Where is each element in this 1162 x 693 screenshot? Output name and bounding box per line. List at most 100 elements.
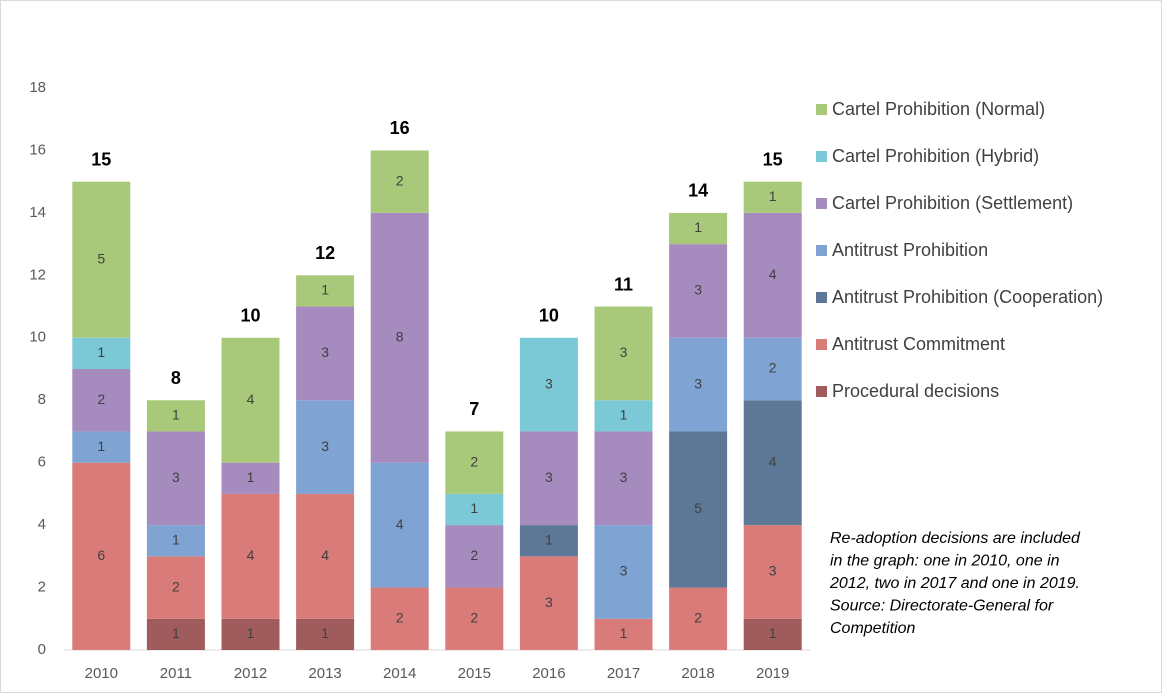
bar-segment (296, 400, 355, 494)
segment-label: 6 (97, 547, 105, 563)
segment-label: 2 (470, 547, 478, 563)
segment-label: 1 (769, 188, 777, 204)
segment-label: 2 (470, 453, 478, 469)
x-tick-label: 2019 (756, 665, 789, 682)
bar-segment (445, 431, 504, 494)
x-tick-label: 2013 (308, 665, 341, 682)
segment-label: 4 (247, 547, 255, 563)
segment-label: 1 (97, 344, 105, 360)
bar-segment (72, 462, 131, 650)
annotation: Competition (830, 620, 915, 637)
bar-segment (519, 525, 578, 557)
segment-label: 1 (769, 625, 777, 641)
segment-label: 8 (396, 328, 404, 344)
segment-label: 3 (620, 344, 628, 360)
segment-label: 1 (694, 219, 702, 235)
total-label: 8 (171, 368, 181, 388)
bar-segment (146, 618, 205, 650)
segment-label: 5 (694, 500, 702, 516)
bar-segment (669, 337, 728, 432)
bar-segment (519, 337, 578, 432)
x-tick-label: 2017 (607, 665, 640, 682)
bar-segment (221, 493, 280, 619)
bar-segment (146, 400, 205, 432)
segment-label: 3 (694, 282, 702, 298)
bar-segment (296, 306, 355, 401)
bar-segment (221, 618, 280, 650)
legend-label: Cartel Prohibition (Settlement) (832, 193, 1073, 213)
bar-segment (594, 431, 653, 526)
segment-label: 2 (396, 609, 404, 625)
bar-segment (743, 525, 802, 619)
bar-segment (72, 369, 131, 432)
segment-label: 4 (769, 453, 777, 469)
bar-segment (743, 400, 802, 526)
bar-segment (445, 525, 504, 588)
segment-label: 1 (247, 625, 255, 641)
x-tick-label: 2011 (160, 665, 192, 682)
legend-swatch (816, 245, 827, 256)
legend-label: Cartel Prohibition (Normal) (832, 99, 1045, 119)
bar-segment (370, 462, 429, 588)
legend-label: Procedural decisions (832, 381, 999, 401)
bar-segment (146, 525, 205, 557)
segment-label: 1 (172, 625, 180, 641)
segment-label: 1 (321, 625, 329, 641)
segment-label: 3 (694, 375, 702, 391)
bar-segment (743, 181, 802, 213)
legend-swatch (816, 339, 827, 350)
bar-segment (594, 400, 653, 432)
legend-label: Antitrust Prohibition (Cooperation) (832, 287, 1103, 307)
total-label: 15 (763, 149, 783, 169)
y-tick-label: 10 (29, 329, 46, 346)
bar-segment (669, 431, 728, 588)
segment-label: 2 (470, 609, 478, 625)
y-tick-label: 18 (29, 79, 46, 96)
segment-label: 2 (172, 578, 180, 594)
segment-label: 4 (247, 391, 255, 407)
legend-swatch (816, 386, 827, 397)
total-label: 7 (469, 399, 479, 419)
y-tick-label: 4 (38, 516, 46, 533)
y-tick-label: 0 (38, 641, 46, 658)
y-tick-label: 8 (38, 391, 46, 408)
bar-segment (669, 244, 728, 338)
segment-label: 2 (694, 609, 702, 625)
segment-label: 3 (769, 563, 777, 579)
total-label: 10 (539, 306, 559, 326)
segment-label: 3 (172, 469, 180, 485)
bar-segment (445, 587, 504, 650)
segment-label: 1 (172, 407, 180, 423)
legend-label: Antitrust Commitment (832, 334, 1005, 354)
segment-label: 4 (321, 547, 329, 563)
bar-segment (370, 212, 429, 463)
annotation: 2012, two in 2017 and one in 2019. (829, 575, 1080, 592)
segment-label: 2 (769, 360, 777, 376)
bar-segment (445, 493, 504, 526)
segment-label: 1 (172, 531, 180, 547)
legend-label: Cartel Prohibition (Hybrid) (832, 146, 1039, 166)
segment-label: 1 (97, 438, 105, 454)
total-label: 16 (390, 118, 410, 138)
segment-label: 3 (620, 563, 628, 579)
segment-label: 5 (97, 250, 105, 266)
bar-segment (669, 587, 728, 650)
bar-segment (594, 306, 653, 401)
annotation: Re-adoption decisions are included (830, 530, 1081, 547)
bar-segment (743, 337, 802, 401)
segment-label: 4 (769, 266, 777, 282)
segment-label: 3 (321, 438, 329, 454)
legend-swatch (816, 151, 827, 162)
bar-segment (296, 493, 355, 619)
segment-label: 1 (470, 500, 478, 516)
y-tick-label: 12 (29, 266, 46, 283)
x-tick-label: 2014 (383, 665, 416, 682)
segment-label: 3 (545, 594, 553, 610)
legend-swatch (816, 104, 827, 115)
bar-segment (146, 431, 205, 526)
x-tick-label: 2010 (85, 665, 118, 682)
segment-label: 3 (545, 469, 553, 485)
total-label: 10 (240, 306, 260, 326)
total-label: 14 (688, 181, 708, 201)
